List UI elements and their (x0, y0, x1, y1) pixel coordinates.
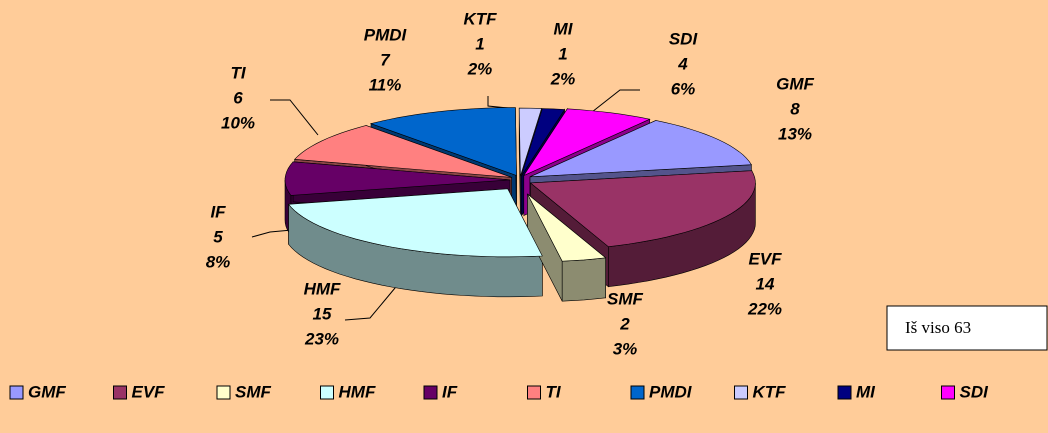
slice (284, 161, 511, 196)
slice-label-value: 1 (475, 34, 484, 53)
slice-label-name: EVF (748, 249, 782, 268)
slice-label-name: MI (554, 19, 574, 38)
slice (294, 125, 512, 178)
legend-label: HMF (339, 382, 376, 401)
slice-label-value: 6 (233, 88, 243, 107)
slice-label-name: GMF (776, 74, 814, 93)
legend-label: MI (856, 382, 876, 401)
slice-label-value: 7 (380, 50, 391, 69)
legend-swatch (9, 385, 24, 400)
slice-label-value: 8 (790, 99, 800, 118)
slice (529, 120, 752, 178)
legend-label: PMDI (649, 382, 693, 401)
slice-tops (284, 107, 756, 262)
legend-label: KTF (753, 382, 787, 401)
legend-label: SMF (235, 382, 272, 401)
leader-line (270, 99, 319, 136)
legend-label: EVF (132, 382, 166, 401)
leader-line (251, 229, 293, 238)
legend-swatch (837, 385, 852, 400)
slice-label-percent: 11% (369, 75, 402, 94)
slice-label-name: SMF (607, 289, 644, 308)
total-box (886, 305, 1048, 351)
slice-label-name: IF (210, 202, 226, 221)
legend-swatch (113, 385, 127, 400)
slice-label-percent: 6% (671, 79, 696, 98)
slice (520, 108, 566, 177)
slice-label-percent: 2% (467, 59, 493, 78)
legend-swatch (320, 385, 334, 400)
legend-swatch (527, 385, 541, 400)
slice-label-percent: 3% (613, 339, 638, 358)
legend-swatch (734, 385, 748, 400)
slice-label-percent: 22% (747, 299, 782, 318)
slice-label-value: 4 (677, 54, 688, 73)
legend-label: IF (442, 382, 458, 401)
slice-label-value: 15 (313, 304, 332, 323)
slice (518, 107, 543, 177)
slice-label-percent: 23% (304, 329, 339, 348)
slice-label-value: 1 (558, 44, 567, 63)
slice-label-percent: 2% (550, 69, 576, 88)
slice-label-value: 2 (619, 314, 630, 333)
slice-label-name: SDI (669, 29, 699, 48)
slice-label-percent: 8% (206, 252, 231, 271)
legend-swatch (216, 385, 231, 400)
slice (287, 188, 543, 258)
total-label: Iš viso 63 (905, 318, 971, 337)
slice-label-percent: 10% (221, 113, 255, 132)
slice-outer-wall (561, 257, 606, 302)
leader-line (344, 281, 401, 321)
slice-label-value: 5 (213, 227, 223, 246)
slice-label-name: TI (230, 63, 246, 82)
slice (527, 193, 607, 262)
slice-label-name: PMDI (364, 25, 408, 44)
leader-lines (251, 89, 640, 321)
slice-label-name: KTF (463, 9, 497, 28)
legend-label: TI (546, 382, 562, 401)
slice-label-value: 14 (756, 274, 775, 293)
legend-swatch (423, 385, 438, 400)
slice-label-name: HMF (304, 279, 341, 298)
legend-swatch (630, 385, 645, 400)
slice (369, 107, 517, 176)
slice (522, 108, 651, 177)
slice (529, 170, 756, 248)
leader-line (591, 89, 640, 113)
leader-line (487, 96, 509, 109)
legend-label: SDI (960, 382, 990, 401)
legend-swatch (941, 385, 955, 400)
slice-label-percent: 13% (778, 124, 812, 143)
legend-label: GMF (28, 382, 66, 401)
